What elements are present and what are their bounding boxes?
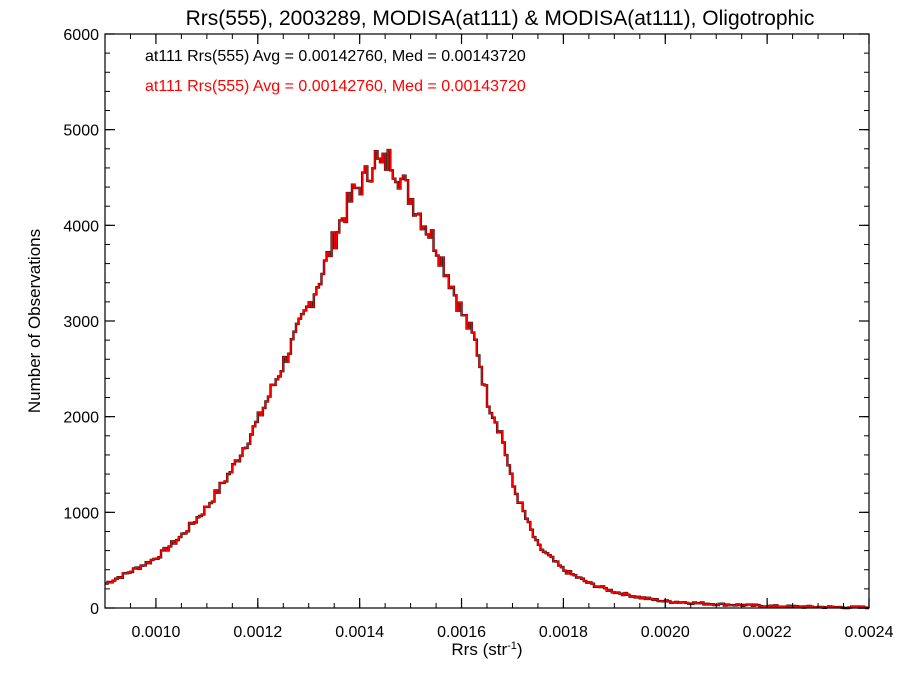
x-tick-label: 0.0024 — [845, 624, 894, 641]
x-tick-label: 0.0022 — [743, 624, 792, 641]
x-tick-label: 0.0014 — [335, 624, 384, 641]
histogram-curves — [105, 148, 869, 610]
x-axis-ticks: 0.0010 0.0012 0.0014 0.0016 0.0018 0.0020 0.00… — [129, 34, 894, 641]
y-tick-label: 0 — [90, 601, 99, 618]
y-axis-label: Number of Observations — [25, 229, 44, 413]
y-tick-label: 3000 — [63, 314, 99, 331]
annotation-black: at111 Rrs(555) Avg = 0.00142760, Med = 0… — [145, 48, 526, 65]
histogram-series-line — [105, 149, 869, 609]
x-tick-label: 0.0018 — [539, 624, 588, 641]
x-axis-label-close: ) — [517, 640, 523, 659]
annotation-red: at111 Rrs(555) Avg = 0.00142760, Med = 0… — [145, 78, 526, 95]
y-tick-label: 6000 — [63, 27, 99, 44]
y-tick-label: 4000 — [63, 218, 99, 235]
chart-title: Rrs(555), 2003289, MODISA(at111) & MODIS… — [186, 7, 815, 30]
plot-frame — [104, 33, 870, 609]
x-tick-label: 0.0012 — [233, 624, 282, 641]
x-tick-label: 0.0020 — [641, 624, 690, 641]
x-axis-label-superscript: -1 — [507, 640, 517, 652]
y-tick-label: 1000 — [63, 505, 99, 522]
histogram-series-line — [105, 148, 869, 610]
x-tick-label: 0.0016 — [437, 624, 486, 641]
y-tick-label: 5000 — [63, 123, 99, 140]
x-axis-label-main: Rrs (str — [451, 640, 507, 659]
x-tick-label: 0.0010 — [131, 624, 180, 641]
x-axis-label: Rrs (str-1) — [451, 640, 522, 659]
y-axis-ticks: 0 1000 2000 3000 4000 5000 6000 — [63, 27, 869, 618]
y-tick-label: 2000 — [63, 410, 99, 427]
